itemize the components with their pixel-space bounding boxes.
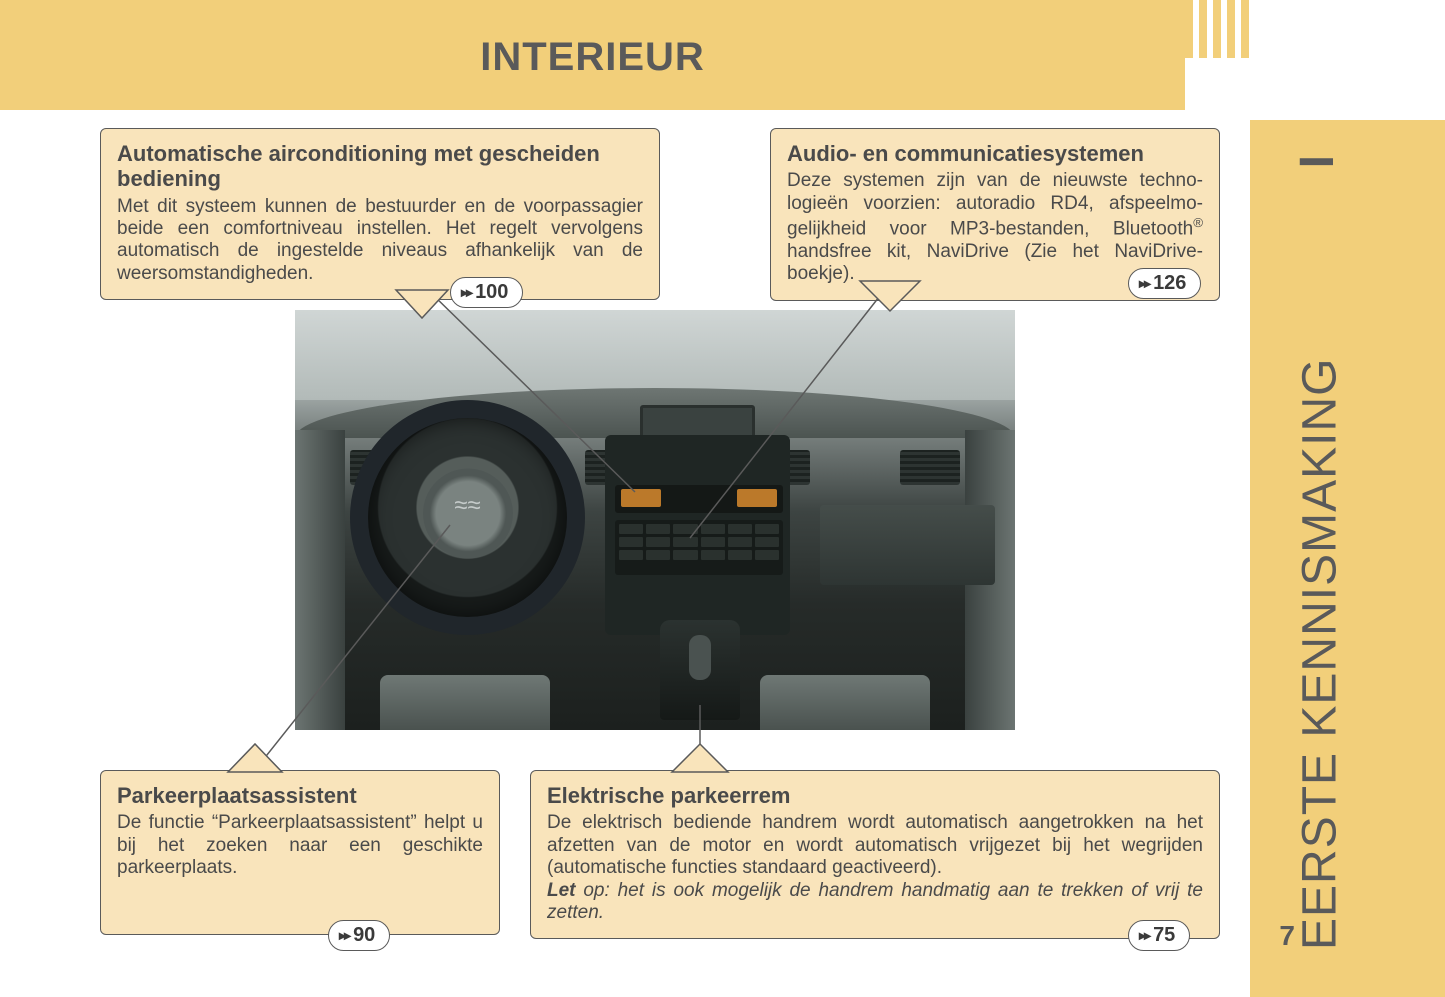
page-title: INTERIEUR — [0, 35, 1185, 80]
callout-parking-heading: Parkeerplaatsassistent — [117, 783, 483, 808]
callout-ac-body: Met dit systeem kunnen de bestuurder en … — [117, 196, 643, 286]
ref-ac-value: 100 — [475, 281, 508, 304]
callout-audio-heading: Audio- en communicatiesystemen — [787, 141, 1203, 166]
callout-brake: Elektrische parkeerrem De elektrisch bed… — [530, 770, 1220, 939]
callout-ac-heading: Automatische airconditioning met geschei… — [117, 141, 643, 192]
callout-brake-heading: Elektrische parkeerrem — [547, 783, 1203, 808]
callout-ac: Automatische airconditioning met geschei… — [100, 128, 660, 300]
section-text: EERSTE KENNISMAKING — [1293, 358, 1348, 950]
page-number: 7 — [1279, 920, 1295, 952]
ref-badge-brake[interactable]: ▸▸ 75 — [1128, 920, 1190, 951]
forward-icon: ▸▸ — [461, 284, 471, 301]
ref-audio-value: 126 — [1153, 272, 1186, 295]
forward-icon: ▸▸ — [1139, 275, 1149, 292]
ref-badge-parking[interactable]: ▸▸ 90 — [328, 920, 390, 951]
forward-icon: ▸▸ — [1139, 927, 1149, 944]
ref-parking-value: 90 — [353, 924, 375, 947]
callout-brake-body: De elektrisch bediende handrem wordt aut… — [547, 812, 1203, 879]
chapter-number: I — [1290, 155, 1345, 168]
callout-parking-body: De functie “Parkeerplaatsassi­stent” hel… — [117, 812, 483, 879]
forward-icon: ▸▸ — [339, 927, 349, 944]
section-label: EERSTE KENNISMAKING — [1290, 150, 1350, 950]
ref-badge-audio[interactable]: ▸▸ 126 — [1128, 268, 1201, 299]
corner-stripes — [1185, 0, 1250, 58]
callout-parking: Parkeerplaatsassistent De functie “Parke… — [100, 770, 500, 935]
ref-badge-ac[interactable]: ▸▸ 100 — [450, 277, 523, 308]
dashboard-illustration: ≈≈ — [295, 310, 1015, 730]
callout-brake-note: Let op: het is ook mogelijk de handrem h… — [547, 880, 1203, 925]
ref-brake-value: 75 — [1153, 924, 1175, 947]
